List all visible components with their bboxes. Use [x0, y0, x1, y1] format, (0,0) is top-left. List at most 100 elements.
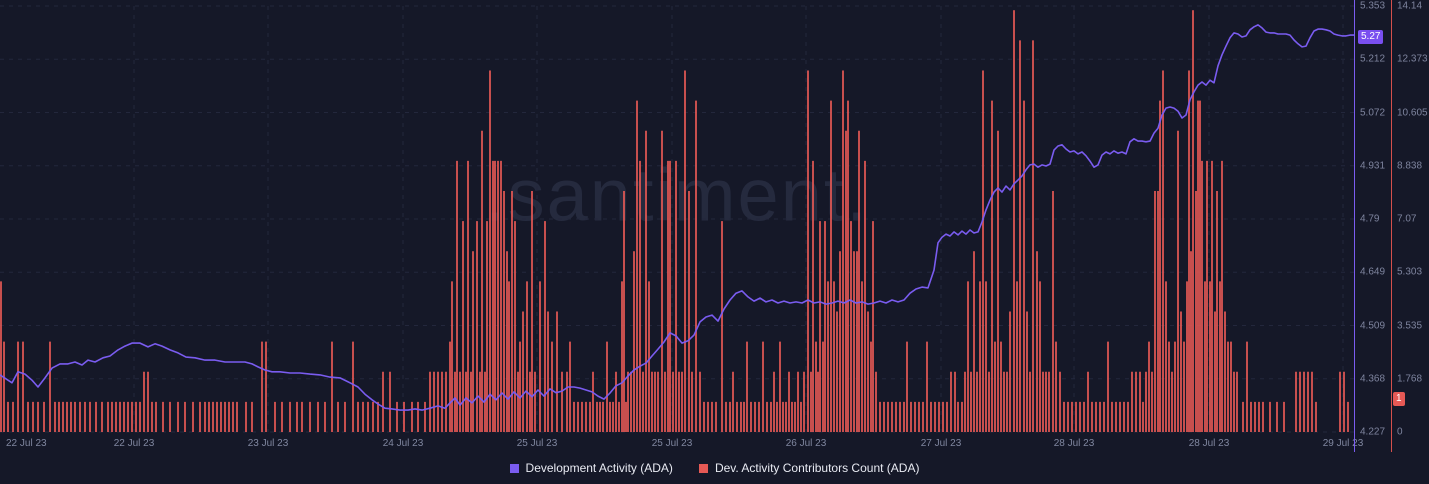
contributors-bar[interactable]: [1048, 371, 1050, 432]
contributors-bar[interactable]: [1016, 281, 1018, 432]
contributors-bar[interactable]: [1023, 100, 1025, 432]
contributors-bar[interactable]: [762, 341, 764, 432]
contributors-bar[interactable]: [883, 401, 885, 432]
contributors-bar[interactable]: [437, 371, 439, 432]
contributors-bar[interactable]: [12, 401, 14, 432]
contributors-bar[interactable]: [1075, 401, 1077, 432]
contributors-bar[interactable]: [654, 371, 656, 432]
contributors-bar[interactable]: [162, 401, 164, 432]
contributors-bar[interactable]: [281, 401, 283, 432]
contributors-bar[interactable]: [337, 401, 339, 432]
contributors-bar[interactable]: [847, 100, 849, 432]
contributors-bar[interactable]: [456, 160, 458, 432]
contributors-bar[interactable]: [864, 160, 866, 432]
contributors-bar[interactable]: [95, 401, 97, 432]
contributors-bar[interactable]: [870, 341, 872, 432]
contributors-bar[interactable]: [454, 371, 456, 432]
contributors-bar[interactable]: [791, 401, 793, 432]
contributors-bar[interactable]: [74, 401, 76, 432]
contributors-bar[interactable]: [577, 401, 579, 432]
contributors-bar[interactable]: [872, 221, 874, 432]
contributors-bar[interactable]: [954, 371, 956, 432]
contributors-bar[interactable]: [465, 371, 467, 432]
contributors-bar[interactable]: [236, 401, 238, 432]
contributors-bar[interactable]: [192, 401, 194, 432]
contributors-bar[interactable]: [70, 401, 72, 432]
contributors-bar[interactable]: [58, 401, 60, 432]
contributors-bar[interactable]: [0, 281, 2, 432]
contributors-bar[interactable]: [612, 401, 614, 432]
contributors-bar[interactable]: [1039, 281, 1041, 432]
contributors-bar[interactable]: [544, 221, 546, 432]
contributors-bar[interactable]: [224, 401, 226, 432]
contributors-bar[interactable]: [934, 401, 936, 432]
contributors-bar[interactable]: [497, 160, 499, 432]
contributors-bar[interactable]: [776, 401, 778, 432]
contributors-bar[interactable]: [1052, 190, 1054, 432]
contributors-bar[interactable]: [750, 401, 752, 432]
contributors-bar[interactable]: [476, 221, 478, 432]
contributors-bar[interactable]: [922, 401, 924, 432]
contributors-bar[interactable]: [411, 401, 413, 432]
contributors-bar[interactable]: [725, 401, 727, 432]
contributors-bar[interactable]: [858, 130, 860, 432]
contributors-bar[interactable]: [788, 371, 790, 432]
contributors-bar[interactable]: [481, 130, 483, 432]
contributors-bar[interactable]: [212, 401, 214, 432]
contributors-bar[interactable]: [522, 311, 524, 432]
contributors-bar[interactable]: [661, 130, 663, 432]
contributors-bar[interactable]: [1009, 311, 1011, 432]
contributors-bar[interactable]: [331, 341, 333, 432]
dev-activity-chart[interactable]: 22 Jul 23 22 Jul 23 23 Jul 23 24 Jul 23 25 J…: [0, 0, 1364, 452]
dev-activity-line-series[interactable]: [0, 24, 1354, 411]
contributors-bar[interactable]: [551, 341, 553, 432]
contributors-bar[interactable]: [17, 341, 19, 432]
contributors-bar[interactable]: [1343, 371, 1345, 432]
contributors-bar[interactable]: [54, 401, 56, 432]
contributors-bar[interactable]: [997, 130, 999, 432]
contributors-bar[interactable]: [1026, 311, 1028, 432]
contributors-bar[interactable]: [651, 371, 653, 432]
contributors-bar[interactable]: [500, 160, 502, 432]
contributors-bar[interactable]: [1276, 401, 1278, 432]
contributors-bar[interactable]: [946, 401, 948, 432]
contributors-bar[interactable]: [964, 371, 966, 432]
contributors-bar[interactable]: [352, 341, 354, 432]
contributors-bar[interactable]: [531, 190, 533, 432]
contributors-bar[interactable]: [1242, 401, 1244, 432]
contributors-bar[interactable]: [669, 160, 671, 432]
contributors-bar[interactable]: [1067, 401, 1069, 432]
contributors-bar[interactable]: [976, 371, 978, 432]
contributors-bar[interactable]: [895, 401, 897, 432]
contributors-bar[interactable]: [918, 401, 920, 432]
contributors-bar[interactable]: [970, 371, 972, 432]
contributors-bar[interactable]: [942, 401, 944, 432]
contributors-bar[interactable]: [967, 281, 969, 432]
contributors-bar[interactable]: [514, 221, 516, 432]
contributors-bar[interactable]: [169, 401, 171, 432]
contributors-bar[interactable]: [599, 401, 601, 432]
contributors-bar[interactable]: [208, 401, 210, 432]
contributors-bar[interactable]: [1214, 311, 1216, 432]
contributors-bar[interactable]: [1003, 371, 1005, 432]
contributors-bar[interactable]: [867, 311, 869, 432]
contributors-bar[interactable]: [1045, 371, 1047, 432]
contributors-bar[interactable]: [681, 371, 683, 432]
contributors-bar[interactable]: [479, 371, 481, 432]
contributors-bar[interactable]: [1063, 401, 1065, 432]
contributors-bar[interactable]: [1236, 371, 1238, 432]
contributors-bar[interactable]: [1204, 281, 1206, 432]
contributors-bar[interactable]: [1119, 401, 1121, 432]
contributors-bar[interactable]: [511, 190, 513, 432]
contributors-bar[interactable]: [317, 401, 319, 432]
contributors-bar[interactable]: [618, 401, 620, 432]
contributors-bar[interactable]: [807, 70, 809, 433]
contributors-bar[interactable]: [1000, 341, 1002, 432]
dev-activity-line[interactable]: [0, 24, 1354, 411]
contributors-bar[interactable]: [131, 401, 133, 432]
contributors-bar[interactable]: [667, 160, 669, 432]
contributors-bar[interactable]: [123, 401, 125, 432]
contributors-bar[interactable]: [1219, 281, 1221, 432]
contributors-bar[interactable]: [1227, 341, 1229, 432]
